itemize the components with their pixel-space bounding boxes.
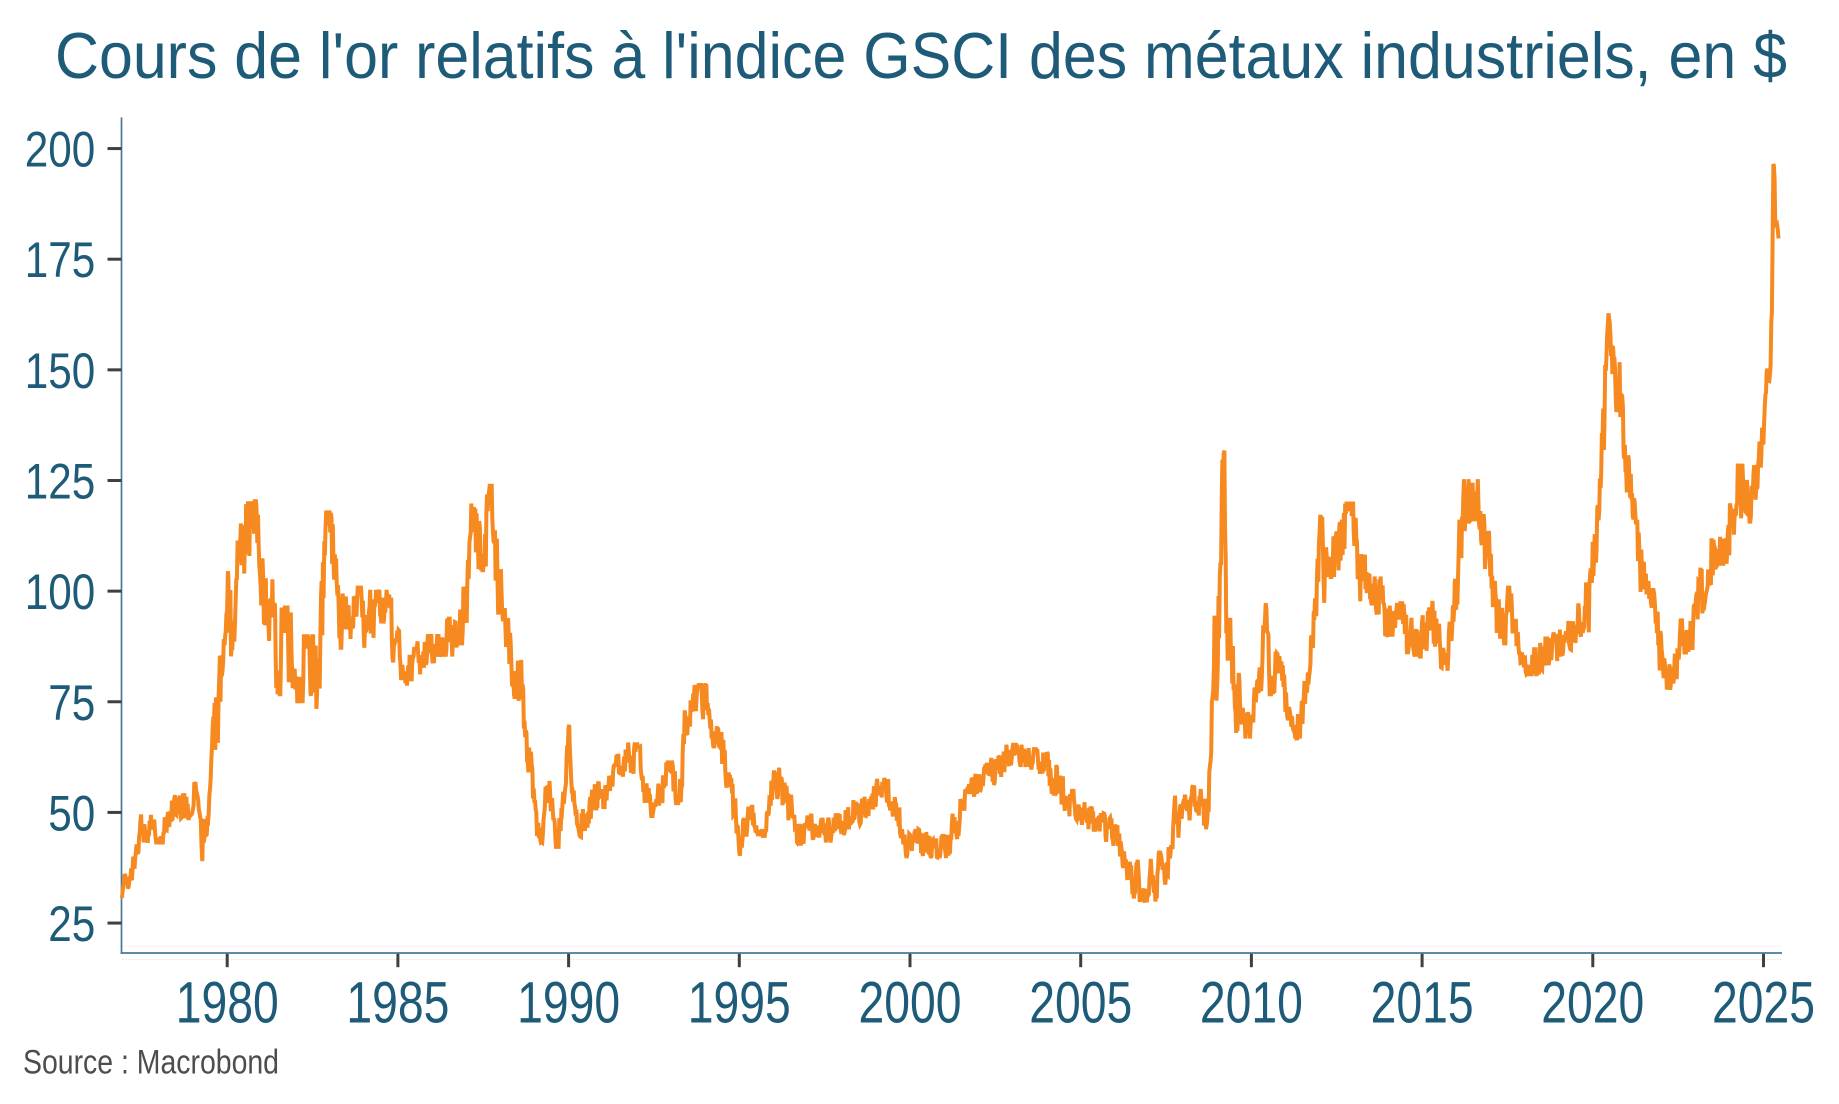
- svg-text:150: 150: [25, 342, 96, 399]
- svg-text:2015: 2015: [1371, 970, 1474, 1035]
- svg-text:1985: 1985: [346, 970, 449, 1035]
- svg-text:Source : Macrobond: Source : Macrobond: [23, 1044, 279, 1082]
- svg-text:2010: 2010: [1200, 970, 1303, 1035]
- svg-text:50: 50: [48, 784, 95, 841]
- svg-text:2025: 2025: [1712, 970, 1815, 1035]
- svg-text:200: 200: [25, 121, 96, 178]
- svg-text:2020: 2020: [1541, 970, 1644, 1035]
- svg-text:75: 75: [48, 674, 95, 731]
- svg-text:125: 125: [25, 453, 96, 510]
- svg-text:Cours de l'or relatifs à l'ind: Cours de l'or relatifs à l'indice GSCI d…: [55, 19, 1787, 92]
- svg-text:25: 25: [48, 895, 95, 952]
- svg-text:2000: 2000: [859, 970, 962, 1035]
- svg-text:1995: 1995: [688, 970, 791, 1035]
- svg-text:100: 100: [25, 563, 96, 620]
- svg-text:2005: 2005: [1029, 970, 1132, 1035]
- svg-text:175: 175: [25, 231, 96, 288]
- svg-text:1990: 1990: [517, 970, 620, 1035]
- svg-text:1980: 1980: [176, 970, 279, 1035]
